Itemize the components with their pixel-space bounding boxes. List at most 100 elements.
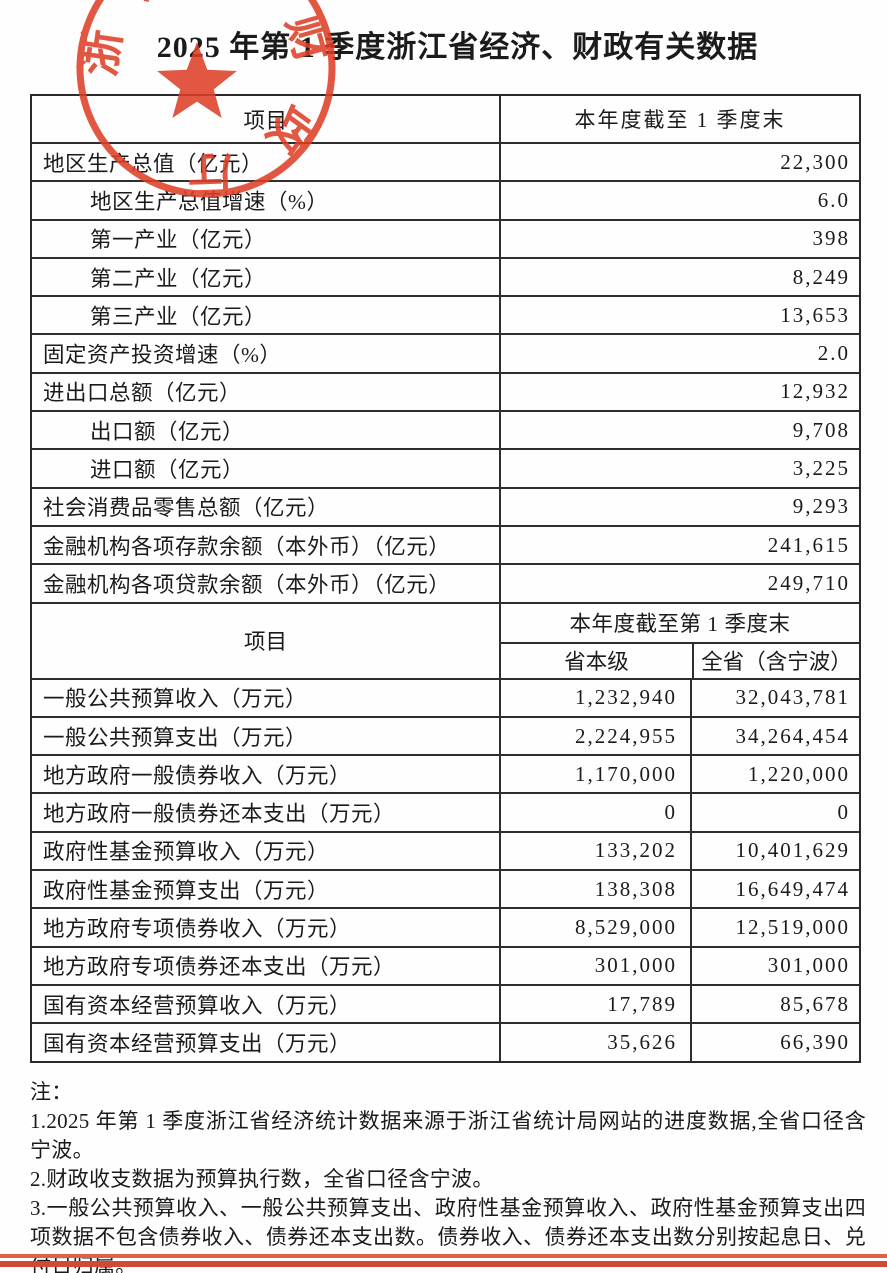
star-icon [157,42,237,118]
seal-char: 省 [215,0,277,3]
row-total-value: 301,000 [690,947,859,984]
row-label: 进口额（亿元） [90,458,245,483]
row-value: 241,615 [499,526,859,564]
data-table: 项目 本年度截至 1 季度末 地区生产总值（亿元） 22,300 地区生产总值增… [30,94,861,1063]
table-row: 国有资本经营预算支出（万元） 35,626 66,390 [32,1022,859,1061]
notes: 注： 1.2025 年第 1 季度浙江省经济统计数据来源于浙江省统计局网站的进度… [30,1078,866,1273]
table-row: 一般公共预算支出（万元） 2,224,955 34,264,454 [32,715,859,755]
row-value: 3,225 [499,450,859,487]
row-total-value: 34,264,454 [690,717,859,755]
row-value: 9,708 [499,412,859,449]
economic-table-header-row: 项目 本年度截至 1 季度末 [32,96,859,142]
row-label: 地方政府专项债券还本支出（万元） [43,955,396,980]
row-total-value: 1,220,000 [690,756,859,793]
row-total-value: 85,678 [690,985,859,1023]
period-column-header: 本年度截至 1 季度末 [499,96,859,142]
row-value: 2.0 [499,335,859,372]
seal-ring [76,0,336,198]
row-label: 金融机构各项存款余额（本外币）（亿元） [43,534,451,559]
provincial-column-header: 省本级 [564,650,629,675]
item-column-header: 项目 [243,108,288,133]
row-total-value: 66,390 [690,1024,859,1061]
table-row: 金融机构各项存款余额（本外币）（亿元） 241,615 [32,524,859,564]
row-provincial-value: 0 [499,794,690,831]
row-label: 地方政府专项债券收入（万元） [43,916,352,941]
row-value: 6.0 [499,182,859,219]
table-row: 进口额（亿元） 3,225 [32,448,859,487]
row-provincial-value: 8,529,000 [499,909,690,946]
note-item: 2.财政收支数据为预算执行数，全省口径含宁波。 [30,1167,494,1191]
row-provincial-value: 1,170,000 [499,756,690,793]
row-value: 9,293 [499,488,859,525]
table-row: 地方政府专项债券收入（万元） 8,529,000 12,519,000 [32,907,859,946]
row-value: 249,710 [499,565,859,602]
footer-rule-thick [0,1261,887,1267]
table-row: 国有资本经营预算收入（万元） 17,789 85,678 [32,983,859,1023]
seal-char: 厅 [186,147,234,200]
footer-rule-thin [0,1254,887,1258]
table-row: 地方政府一般债券收入（万元） 1,170,000 1,220,000 [32,754,859,793]
row-label: 固定资产投资增速（%） [43,343,282,368]
table-row: 固定资产投资增速（%） 2.0 [32,333,859,372]
table-row: 政府性基金预算支出（万元） 138,308 16,649,474 [32,869,859,908]
row-provincial-value: 1,232,940 [499,679,690,716]
row-label: 政府性基金预算收入（万元） [43,840,330,865]
province-total-column-header: 全省（含宁波） [692,643,859,678]
row-value: 8,249 [499,258,859,296]
row-label: 国有资本经营预算支出（万元） [43,1031,352,1056]
table-row: 一般公共预算收入（万元） 1,232,940 32,043,781 [32,677,859,716]
row-label: 政府性基金预算支出（万元） [43,878,330,903]
row-provincial-value: 301,000 [499,947,690,984]
seal-char: 浙 [73,27,130,80]
table-row: 地方政府一般债券还本支出（万元） 0 0 [32,792,859,831]
row-label: 第一产业（亿元） [90,228,267,253]
row-total-value: 32,043,781 [690,679,859,716]
note-heading: 注： [30,1080,73,1104]
fiscal-subheader-row: 省本级 全省（含宁波） [501,641,859,678]
row-provincial-value: 17,789 [499,985,690,1023]
table-row: 出口额（亿元） 9,708 [32,410,859,449]
row-total-value: 10,401,629 [690,832,859,870]
row-provincial-value: 138,308 [499,871,690,908]
row-label: 一般公共预算收入（万元） [43,687,308,712]
document-title: 2025 年第 1 季度浙江省经济、财政有关数据 [156,31,759,64]
row-label: 金融机构各项贷款余额（本外币）（亿元） [43,572,451,597]
row-value: 12,932 [499,373,859,411]
row-label: 出口额（亿元） [90,419,245,444]
row-label: 地区生产总值（亿元） [43,151,264,176]
period-column-header: 本年度截至第 1 季度末 [569,612,791,637]
row-provincial-value: 2,224,955 [499,717,690,755]
table-row: 地方政府专项债券还本支出（万元） 301,000 301,000 [32,945,859,984]
table-row: 第三产业（亿元） 13,653 [32,295,859,334]
seal-char: 江 [121,0,186,10]
fiscal-header-right: 本年度截至第 1 季度末 省本级 全省（含宁波） [499,603,859,678]
table-row: 进出口总额（亿元） 12,932 [32,371,859,411]
note-item: 3.一般公共预算收入、一般公共预算支出、政府性基金预算收入、政府性基金预算支出四… [30,1196,866,1273]
fiscal-table-header-row: 项目 本年度截至第 1 季度末 省本级 全省（含宁波） [32,601,859,678]
row-label: 社会消费品零售总额（亿元） [43,496,330,521]
row-total-value: 12,519,000 [690,909,859,946]
row-provincial-value: 133,202 [499,832,690,870]
table-row: 第二产业（亿元） 8,249 [32,256,859,296]
table-row: 金融机构各项贷款余额（本外币）（亿元） 249,710 [32,563,859,602]
row-value: 13,653 [499,297,859,334]
row-label: 地方政府一般债券收入（万元） [43,763,352,788]
row-total-value: 16,649,474 [690,871,859,908]
seal-char: 政 [257,97,325,164]
row-label: 一般公共预算支出（万元） [43,725,308,750]
row-provincial-value: 35,626 [499,1024,690,1061]
item-column-header: 项目 [243,630,287,655]
row-total-value: 0 [690,794,859,831]
table-row: 社会消费品零售总额（亿元） 9,293 [32,486,859,525]
row-value: 22,300 [499,144,859,181]
table-row: 地区生产总值（亿元） 22,300 [32,142,859,181]
row-value: 398 [499,220,859,257]
row-label: 第二产业（亿元） [90,266,267,291]
table-row: 政府性基金预算收入（万元） 133,202 10,401,629 [32,830,859,870]
row-label: 国有资本经营预算收入（万元） [43,993,352,1018]
row-label: 地方政府一般债券还本支出（万元） [43,802,396,827]
table-row: 第一产业（亿元） 398 [32,218,859,257]
row-label: 进出口总额（亿元） [43,381,242,406]
note-item: 1.2025 年第 1 季度浙江省经济统计数据来源于浙江省统计局网站的进度数据,… [30,1109,866,1162]
